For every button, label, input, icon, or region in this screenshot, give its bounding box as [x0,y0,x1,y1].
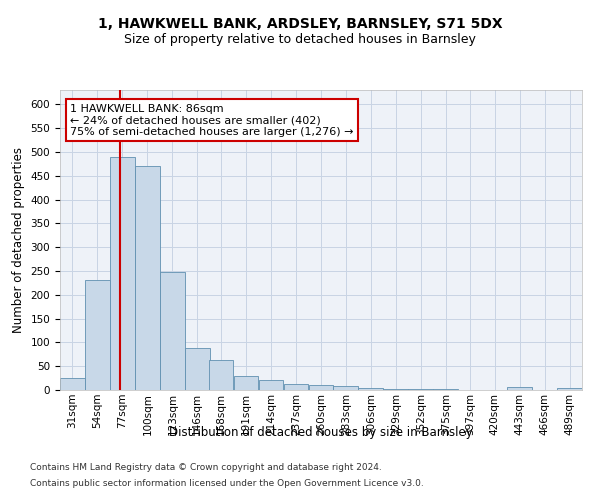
Bar [135,166,160,390]
Text: Contains public sector information licensed under the Open Government Licence v3: Contains public sector information licen… [30,478,424,488]
Y-axis label: Number of detached properties: Number of detached properties [12,147,25,333]
Bar [259,380,283,390]
Bar [334,386,358,390]
Text: Size of property relative to detached houses in Barnsley: Size of property relative to detached ho… [124,32,476,46]
Text: 1 HAWKWELL BANK: 86sqm
← 24% of detached houses are smaller (402)
75% of semi-de: 1 HAWKWELL BANK: 86sqm ← 24% of detached… [70,104,354,136]
Bar [209,360,233,390]
Bar [233,376,259,390]
Text: 1, HAWKWELL BANK, ARDSLEY, BARNSLEY, S71 5DX: 1, HAWKWELL BANK, ARDSLEY, BARNSLEY, S71… [98,18,502,32]
Bar [433,388,458,390]
Bar [284,384,308,390]
Bar [185,348,209,390]
Bar [85,280,110,390]
Bar [60,378,85,390]
Bar [507,387,532,390]
Bar [358,388,383,390]
Bar [409,388,433,390]
Bar [110,156,134,390]
Bar [308,385,333,390]
Text: Contains HM Land Registry data © Crown copyright and database right 2024.: Contains HM Land Registry data © Crown c… [30,464,382,472]
Bar [557,388,582,390]
Bar [383,388,408,390]
Bar [160,272,185,390]
Text: Distribution of detached houses by size in Barnsley: Distribution of detached houses by size … [169,426,473,439]
